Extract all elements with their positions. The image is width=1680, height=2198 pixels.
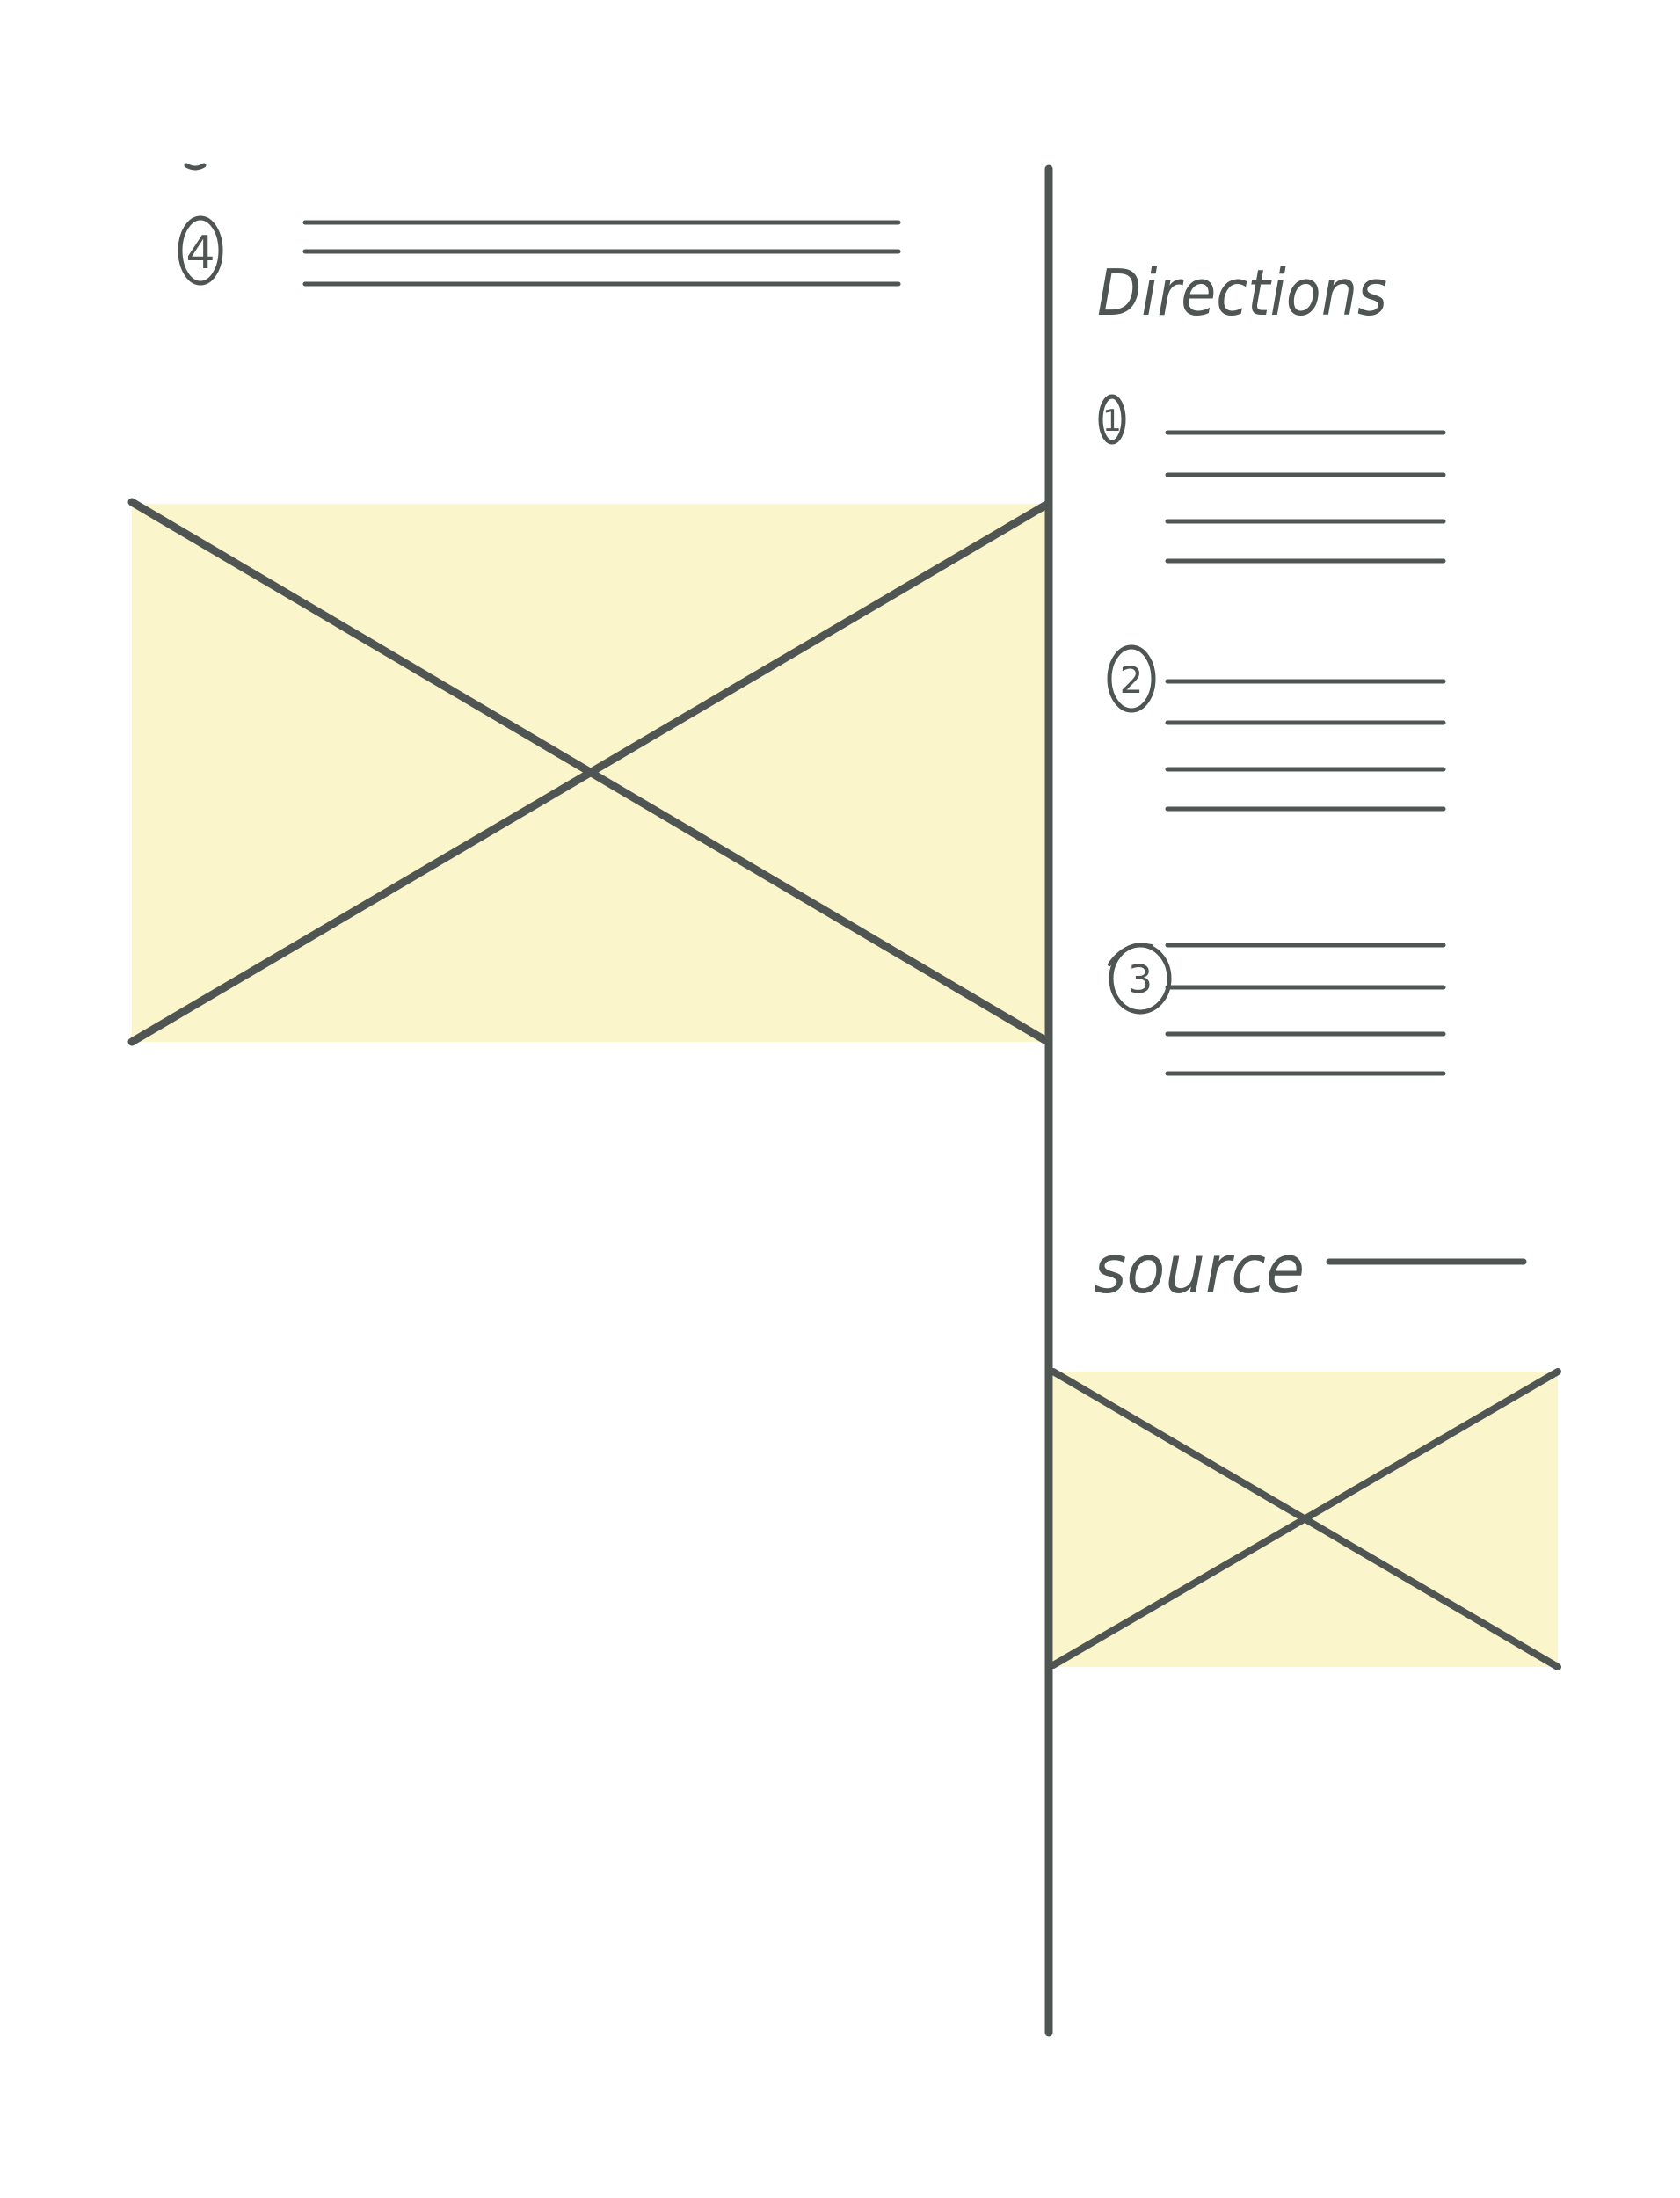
placeholder-cross-line xyxy=(1050,1368,1561,1669)
step-number-circle xyxy=(1107,644,1156,713)
source-line: source xyxy=(1094,1230,1527,1308)
step-number-circle xyxy=(1098,394,1126,445)
direction-step-2: 2 xyxy=(1107,644,1446,812)
direction-step-3: 3 xyxy=(1108,943,1446,1076)
step-number: 3 xyxy=(1128,957,1153,1002)
previous-step-fragment xyxy=(184,163,207,171)
source-label: source xyxy=(1094,1230,1305,1308)
circle-overdraw-stroke xyxy=(1108,943,1153,966)
directions-heading: Directions xyxy=(1097,256,1387,330)
step-number-circle xyxy=(178,215,223,286)
step-number: 4 xyxy=(185,227,215,280)
placeholder-cross-line xyxy=(127,499,1052,1046)
ingredient-step-4: 4 xyxy=(178,215,901,287)
direction-step-1: 1 xyxy=(1098,394,1446,564)
source-image-placeholder xyxy=(1050,1368,1561,1670)
step-number: 2 xyxy=(1120,659,1144,702)
step-number: 1 xyxy=(1102,404,1122,439)
main-image-placeholder xyxy=(127,498,1052,1046)
